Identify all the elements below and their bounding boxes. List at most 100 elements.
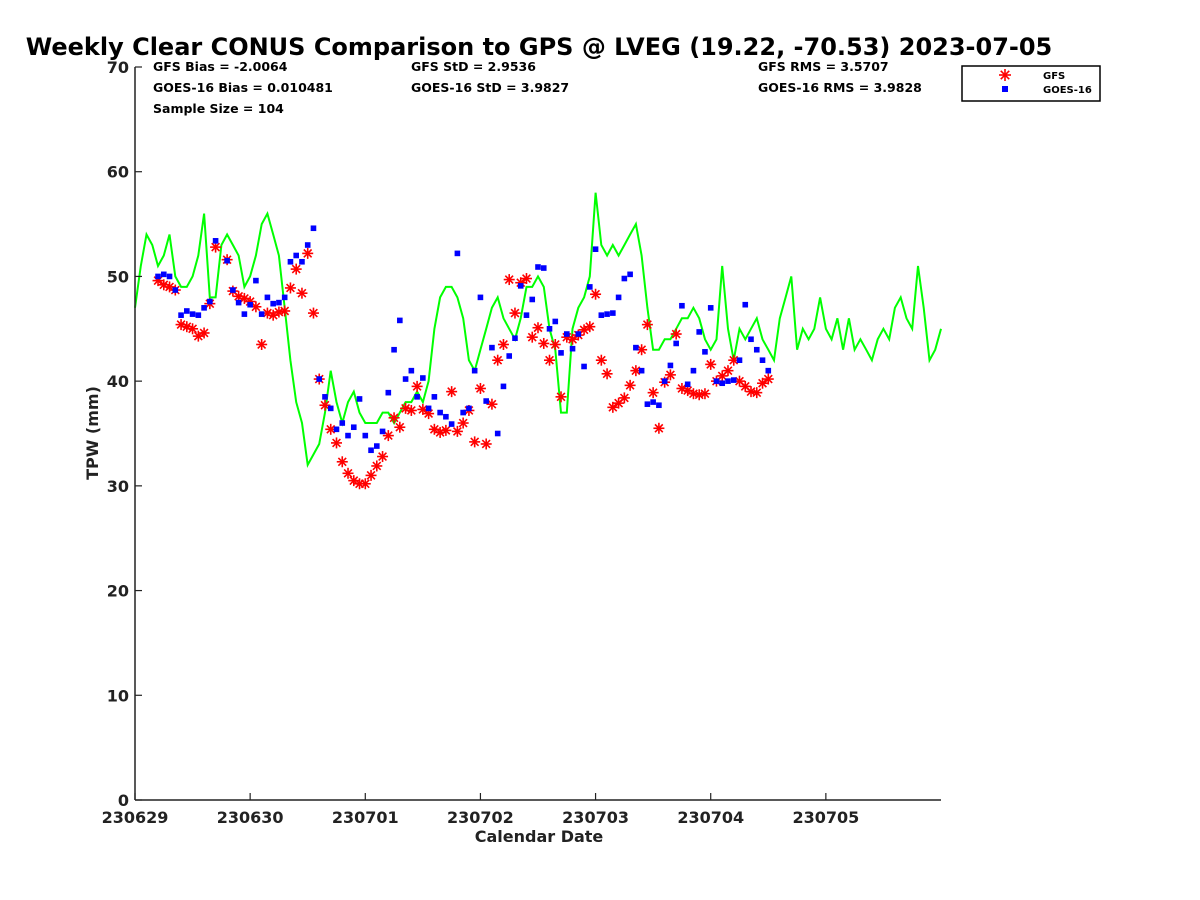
- gfs-point-stroke: [654, 423, 664, 433]
- goes-point: [702, 349, 708, 355]
- goes-point: [667, 362, 674, 369]
- goes-point: [673, 340, 679, 347]
- goes-point: [235, 299, 242, 306]
- gfs-point: [440, 424, 452, 436]
- gfs-point: [480, 438, 492, 450]
- gfs-point-stroke: [332, 438, 341, 448]
- goes-point: [454, 250, 461, 257]
- gfs-point-stroke: [165, 282, 174, 292]
- gfs-point: [469, 436, 481, 448]
- goes-point: [765, 367, 772, 374]
- goes-point: [656, 402, 662, 409]
- gfs-point-stroke: [176, 320, 186, 330]
- goes-point: [425, 405, 432, 412]
- goes-point: [402, 376, 409, 382]
- goes-point: [253, 277, 259, 284]
- gfs-point: [486, 398, 498, 410]
- gfs-point-stroke: [447, 387, 457, 397]
- gfs-point-stroke: [487, 399, 497, 409]
- stat-goes-bias: GOES-16 Bias = 0.010481: [153, 80, 333, 95]
- gfs-point-stroke: [481, 439, 491, 449]
- goes-point: [178, 312, 184, 318]
- gfs-point-stroke: [533, 323, 543, 333]
- gfs-point-stroke: [648, 388, 658, 398]
- gfs-point-stroke: [395, 422, 405, 432]
- gfs-point-stroke: [389, 413, 399, 423]
- goes-point: [540, 265, 547, 271]
- goes-point: [207, 298, 213, 305]
- gfs-point-stroke: [452, 426, 462, 436]
- gfs-point: [302, 247, 314, 259]
- goes-point: [322, 394, 328, 400]
- goes-point: [581, 363, 587, 370]
- goes-point: [241, 311, 248, 317]
- gfs-point-stroke: [285, 283, 295, 293]
- stat-gfs-rms: GFS RMS = 3.5707: [758, 59, 889, 74]
- gfs-point-stroke: [608, 402, 618, 412]
- stat-goes-rms: GOES-16 RMS = 3.9828: [758, 80, 922, 95]
- goes-point: [212, 238, 219, 244]
- goes-point: [471, 367, 478, 374]
- goes-point: [748, 336, 754, 343]
- goes-point: [650, 399, 656, 405]
- gfs-point-stroke: [182, 322, 192, 332]
- gfs-point-stroke: [406, 406, 416, 415]
- gfs-point-stroke: [303, 248, 313, 258]
- gfs-point-stroke: [556, 392, 566, 402]
- gfs-point-stroke: [700, 389, 710, 399]
- goes-point: [391, 346, 397, 353]
- goes-point: [483, 398, 489, 404]
- goes-point: [443, 413, 449, 420]
- gfs-point-stroke: [619, 393, 629, 403]
- goes-point: [725, 378, 731, 384]
- gfs-point: [590, 288, 602, 300]
- gfs-point: [653, 422, 665, 434]
- goes-point: [627, 271, 633, 278]
- stat-gfs-bias: GFS Bias = -2.0064: [153, 59, 288, 74]
- goes-point: [500, 383, 507, 390]
- gfs-point: [342, 467, 354, 479]
- gfs-point: [503, 274, 515, 286]
- gfs-point-stroke: [418, 404, 428, 414]
- gfs-point: [359, 478, 371, 490]
- gfs-point: [751, 387, 763, 399]
- gfs-point-stroke: [568, 334, 577, 344]
- gfs-point: [538, 337, 550, 349]
- goes-point: [730, 377, 737, 383]
- y-tick-label: 20: [107, 582, 129, 601]
- goes-point: [759, 357, 766, 363]
- stat-gfs-std: GFS StD = 2.9536: [411, 59, 536, 74]
- goes-point: [408, 367, 415, 374]
- gfs-point: [618, 392, 630, 404]
- gfs-point-stroke: [683, 386, 693, 396]
- goes-point: [696, 329, 702, 335]
- legend-gfs-asterisk: [999, 69, 1011, 81]
- gfs-point: [377, 451, 389, 463]
- gfs-point-stroke: [499, 340, 508, 349]
- x-tick-label: 230701: [332, 808, 399, 827]
- gfs-point: [474, 382, 486, 394]
- goes-point: [535, 264, 541, 270]
- goes-point: [201, 305, 207, 311]
- gfs-point-stroke: [596, 355, 606, 365]
- y-axis-label: TPW (mm): [83, 386, 102, 480]
- axes-layer: [134, 67, 941, 801]
- gfs-point: [544, 354, 556, 366]
- goes-point: [385, 389, 392, 396]
- x-axis-label: Calendar Date: [475, 827, 604, 846]
- gfs-point-stroke: [412, 381, 422, 391]
- goes-point: [569, 345, 576, 352]
- goes-point: [437, 409, 443, 416]
- goes-point: [362, 432, 369, 439]
- goes-point: [379, 428, 386, 435]
- goes-point: [615, 294, 622, 301]
- gfs-point-stroke: [758, 378, 767, 388]
- gfs-point-stroke: [309, 308, 318, 318]
- gfs-point-stroke: [343, 468, 353, 478]
- gfs-point: [238, 292, 250, 304]
- gfs-point-stroke: [475, 384, 485, 393]
- gfs-point: [549, 338, 561, 350]
- gfs-point-stroke: [493, 355, 503, 365]
- gfs-point: [699, 388, 711, 400]
- gfs-point: [198, 327, 210, 339]
